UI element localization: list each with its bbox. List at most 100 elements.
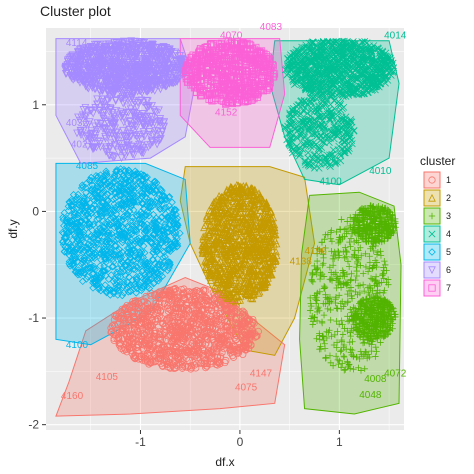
cluster-1-point [130,308,138,316]
cluster-2-point [231,257,240,266]
cluster-1-point [147,358,155,366]
cluster-1-point [224,327,232,335]
cluster-1-point [129,313,137,321]
cluster-1-point [161,295,170,303]
cluster-1-point [228,346,236,354]
cluster-1-point [208,335,216,343]
cluster-2-point [212,284,220,292]
cluster-1-point [190,288,198,296]
cluster-1-point [219,342,227,350]
cluster-1-point [148,316,156,324]
cluster-1-point [198,305,207,313]
cluster-1-point [247,328,255,336]
cluster-1-point [217,352,225,360]
cluster-1-point [146,345,154,353]
cluster-1-point [121,323,129,331]
cluster-1-point [208,324,217,333]
cluster-1-point [224,317,232,326]
cluster-1-point [191,348,199,356]
cluster-1-point [231,307,239,315]
cluster-1-point [203,335,212,343]
cluster-1-point [154,354,162,362]
cluster-1-point [146,339,154,347]
cluster-1-point [125,318,133,326]
cluster-1-point [237,326,245,334]
cluster-1-point [213,331,221,340]
cluster-1-point [217,337,225,346]
cluster-2-point [208,201,217,209]
cluster-2-point [205,221,214,230]
cluster-1-point [181,315,189,323]
cluster-1-point [210,343,219,351]
cluster-1-point [156,306,165,315]
cluster-1-point [150,332,158,340]
cluster-1-point [191,314,199,322]
cluster-1-point [192,288,200,297]
cluster-1-point [158,314,166,322]
cluster-1-point [242,346,250,354]
cluster-1-point [200,324,208,333]
cluster-1-point [169,308,178,316]
cluster-1-point [240,322,248,330]
cluster-1-point [171,332,179,341]
cluster-1-point [147,292,155,300]
cluster-1-point [164,307,172,315]
cluster-1-point [156,335,165,344]
cluster-1-point [235,348,243,357]
cluster-1-point [130,353,138,361]
cluster-1-point [155,333,163,342]
cluster-2-point [259,214,268,222]
cluster-1-point [141,321,149,329]
cluster-1-point [220,345,228,353]
cluster-1-point [246,336,254,344]
cluster-1-point [191,324,199,333]
cluster-1-point [247,321,256,330]
cluster-1-point [171,305,179,313]
cluster-1-point [171,296,179,304]
cluster-1-point [241,341,249,350]
cluster-1-point [183,363,191,371]
cluster-1-point [160,291,168,299]
cluster-1-point [191,312,199,320]
cluster-1-point [116,314,124,323]
cluster-1-point [107,328,115,337]
cluster-2-points [198,180,281,306]
cluster-1-point [222,356,230,365]
cluster-1-point [208,330,216,338]
cluster-1-point [191,295,200,303]
cluster-1-point [135,330,143,339]
cluster-1-point [156,304,164,312]
cluster-1-point [203,309,211,318]
cluster-1-point [222,341,231,349]
cluster-1-point [205,350,213,359]
cluster-1-point [145,360,153,368]
cluster-1-point [149,343,158,351]
cluster-1-point [201,327,209,336]
cluster-1-point [190,352,199,360]
cluster-1-point [137,321,145,329]
cluster-1-point [137,337,145,345]
cluster-1-point [110,336,118,344]
cluster-1-point [189,333,197,341]
cluster-1-point [190,319,198,327]
cluster-1-point [231,315,239,323]
cluster-1-point [236,308,244,317]
cluster-1-point [190,361,199,369]
cluster-1-point [117,312,126,320]
cluster-1-point [134,303,142,311]
cluster-1-point [180,293,188,301]
cluster-points [58,37,399,374]
cluster-1-point [186,318,195,326]
cluster-1-point [170,359,178,367]
cluster-1-point [185,324,193,332]
cluster-1-point [139,346,148,354]
cluster-1-point [177,285,186,294]
cluster-1-point [166,363,174,371]
cluster-1-point [180,331,188,339]
cluster-1-point [142,292,150,301]
cluster-1-point [227,312,235,320]
cluster-1-point [143,356,151,364]
cluster-1-point [119,325,127,333]
cluster-1-point [179,337,187,345]
